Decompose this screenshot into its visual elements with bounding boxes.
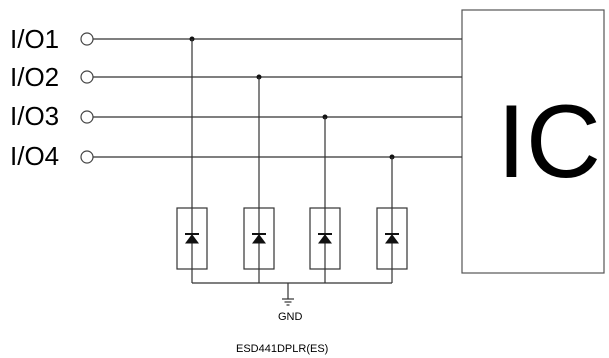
part-number-label: ESD441DPLR(ES) [236, 343, 328, 355]
ic-block [461, 9, 605, 274]
diode-symbol-io4 [385, 234, 399, 244]
pin-terminal-io2 [80, 70, 94, 84]
pin-terminal-io4 [80, 150, 94, 164]
esd-diode-io3 [309, 207, 341, 283]
pin-label-io1: I/O1 [10, 24, 59, 54]
pin-terminal-io3 [80, 110, 94, 124]
ground-label: GND [278, 311, 303, 323]
pin-label-io2: I/O2 [10, 62, 59, 92]
pin-terminal-io1 [80, 32, 94, 46]
diode-symbol-io1 [185, 234, 199, 244]
esd-diode-io2 [243, 207, 275, 283]
ic-label: IC [497, 84, 601, 200]
pin-label-io4: I/O4 [10, 141, 59, 171]
esd-diode-io4 [376, 207, 408, 283]
pin-label-io3: I/O3 [10, 101, 59, 131]
diode-symbol-io3 [318, 234, 332, 244]
diode-symbol-io2 [252, 234, 266, 244]
esd-diode-io1 [176, 207, 208, 283]
